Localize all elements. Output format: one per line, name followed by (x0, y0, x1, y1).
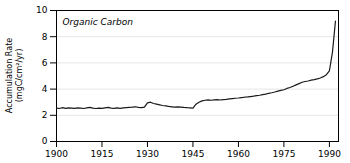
svg-text:1930: 1930 (136, 149, 159, 159)
svg-text:1960: 1960 (227, 149, 250, 159)
svg-text:10: 10 (36, 5, 48, 15)
svg-text:Organic Carbon: Organic Carbon (63, 17, 134, 27)
svg-text:2: 2 (42, 110, 48, 120)
svg-text:0: 0 (42, 136, 48, 146)
svg-text:1945: 1945 (181, 149, 204, 159)
svg-text:Accumulation Rate(mgC/cm²/yr): Accumulation Rate(mgC/cm²/yr) (5, 38, 24, 113)
svg-text:1975: 1975 (272, 149, 295, 159)
svg-text:8: 8 (42, 32, 48, 42)
svg-text:1915: 1915 (91, 149, 114, 159)
svg-text:4: 4 (42, 84, 48, 94)
svg-text:1990: 1990 (318, 149, 341, 159)
svg-text:6: 6 (42, 58, 48, 68)
svg-text:1900: 1900 (45, 149, 68, 159)
